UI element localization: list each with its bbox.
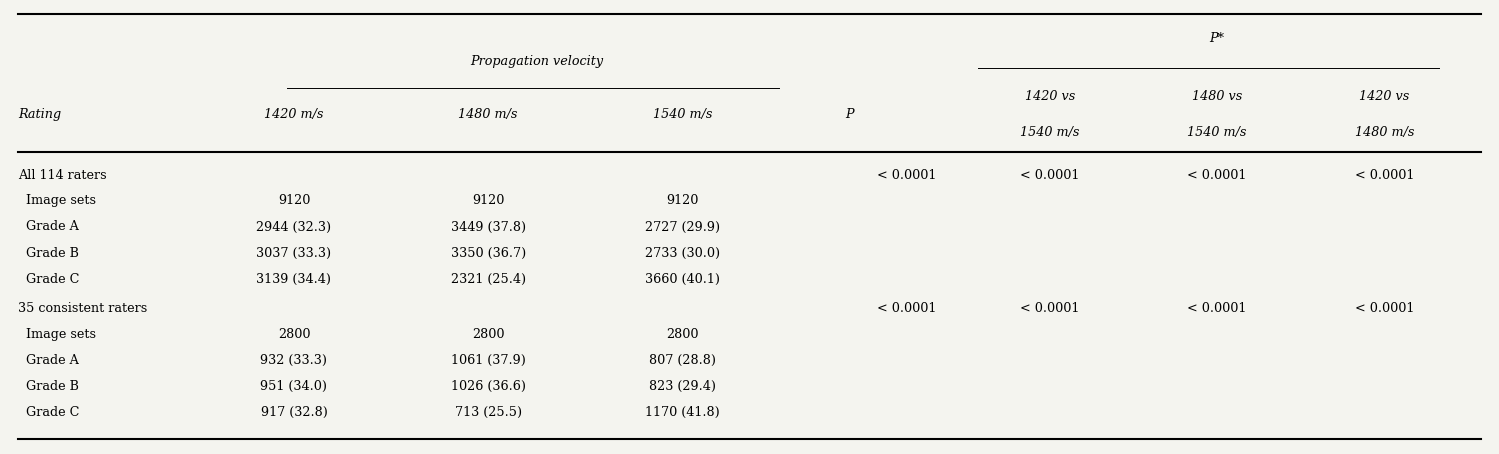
Text: 807 (28.8): 807 (28.8) — [649, 354, 717, 367]
Text: 9120: 9120 — [277, 194, 310, 207]
Text: 1540 m/s: 1540 m/s — [1187, 126, 1247, 139]
Text: 3350 (36.7): 3350 (36.7) — [451, 247, 526, 260]
Text: 1540 m/s: 1540 m/s — [1019, 126, 1079, 139]
Text: 1026 (36.6): 1026 (36.6) — [451, 380, 526, 393]
Text: 2321 (25.4): 2321 (25.4) — [451, 272, 526, 286]
Text: 1061 (37.9): 1061 (37.9) — [451, 354, 526, 367]
Text: Grade B: Grade B — [18, 380, 78, 393]
Text: Grade C: Grade C — [18, 406, 79, 419]
Text: 932 (33.3): 932 (33.3) — [261, 354, 327, 367]
Text: < 0.0001: < 0.0001 — [1187, 169, 1247, 182]
Text: < 0.0001: < 0.0001 — [877, 302, 935, 315]
Text: < 0.0001: < 0.0001 — [1187, 302, 1247, 315]
Text: 2800: 2800 — [666, 328, 699, 341]
Text: 9120: 9120 — [472, 194, 504, 207]
Text: 3037 (33.3): 3037 (33.3) — [256, 247, 331, 260]
Text: 1480 m/s: 1480 m/s — [459, 109, 517, 121]
Text: 2800: 2800 — [277, 328, 310, 341]
Text: P: P — [845, 109, 854, 121]
Text: < 0.0001: < 0.0001 — [1355, 302, 1414, 315]
Text: 35 consistent raters: 35 consistent raters — [18, 302, 147, 315]
Text: Image sets: Image sets — [18, 328, 96, 341]
Text: 2733 (30.0): 2733 (30.0) — [645, 247, 720, 260]
Text: 2800: 2800 — [472, 328, 504, 341]
Text: 823 (29.4): 823 (29.4) — [649, 380, 717, 393]
Text: 1420 vs: 1420 vs — [1024, 90, 1075, 104]
Text: < 0.0001: < 0.0001 — [877, 169, 935, 182]
Text: 1170 (41.8): 1170 (41.8) — [645, 406, 720, 419]
Text: 3139 (34.4): 3139 (34.4) — [256, 272, 331, 286]
Text: Grade A: Grade A — [18, 221, 78, 233]
Text: 2944 (32.3): 2944 (32.3) — [256, 221, 331, 233]
Text: 1480 vs: 1480 vs — [1192, 90, 1243, 104]
Text: Propagation velocity: Propagation velocity — [471, 54, 603, 68]
Text: Grade A: Grade A — [18, 354, 78, 367]
Text: 1420 m/s: 1420 m/s — [264, 109, 324, 121]
Text: 3449 (37.8): 3449 (37.8) — [451, 221, 526, 233]
Text: P*: P* — [1208, 32, 1223, 45]
Text: All 114 raters: All 114 raters — [18, 169, 106, 182]
Text: < 0.0001: < 0.0001 — [1019, 302, 1079, 315]
Text: < 0.0001: < 0.0001 — [1019, 169, 1079, 182]
Text: Rating: Rating — [18, 109, 61, 121]
Text: < 0.0001: < 0.0001 — [1355, 169, 1414, 182]
Text: 1480 m/s: 1480 m/s — [1355, 126, 1414, 139]
Text: 951 (34.0): 951 (34.0) — [261, 380, 327, 393]
Text: 2727 (29.9): 2727 (29.9) — [645, 221, 720, 233]
Text: 3660 (40.1): 3660 (40.1) — [645, 272, 720, 286]
Text: 1420 vs: 1420 vs — [1360, 90, 1409, 104]
Text: Grade B: Grade B — [18, 247, 78, 260]
Text: Image sets: Image sets — [18, 194, 96, 207]
Text: 9120: 9120 — [666, 194, 699, 207]
Text: Grade C: Grade C — [18, 272, 79, 286]
Text: 917 (32.8): 917 (32.8) — [261, 406, 327, 419]
Text: 1540 m/s: 1540 m/s — [652, 109, 712, 121]
Text: 713 (25.5): 713 (25.5) — [454, 406, 522, 419]
